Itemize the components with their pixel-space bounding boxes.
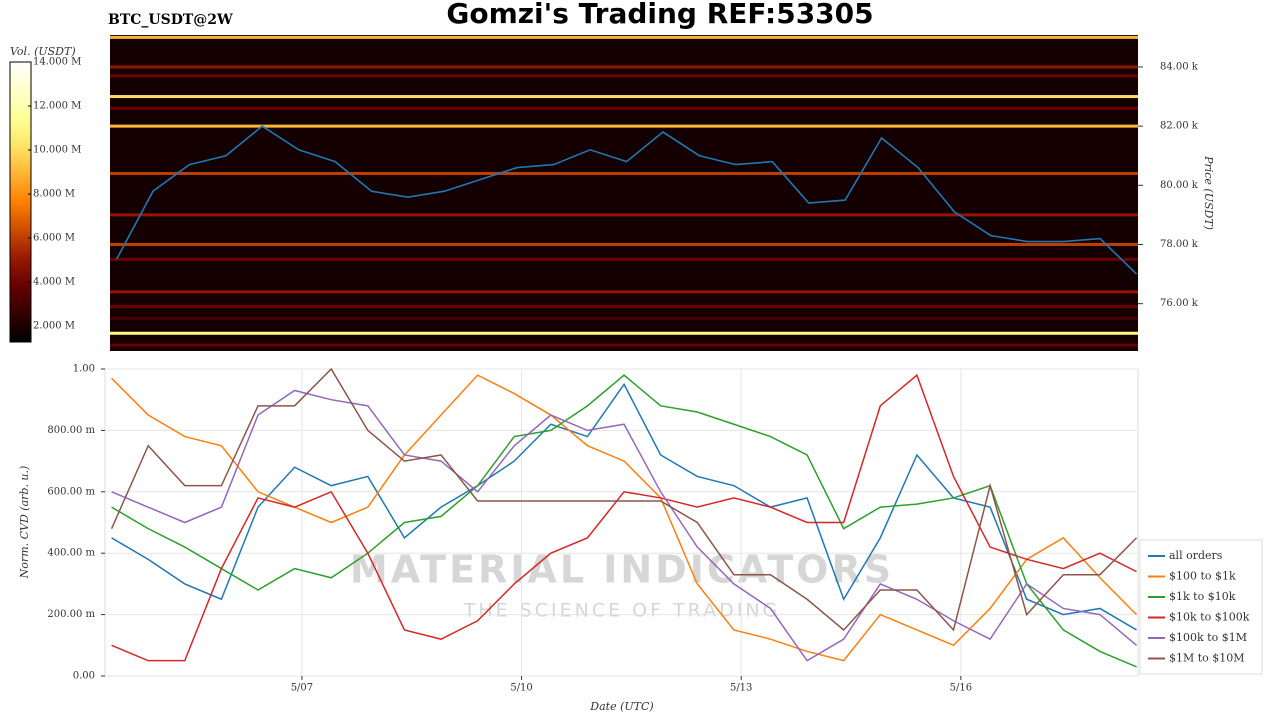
watermark: MATERIAL INDICATORS xyxy=(350,548,894,592)
y-tick-label: 800.00 m xyxy=(47,425,95,436)
heat-level xyxy=(110,290,1138,294)
legend-label: all orders xyxy=(1169,549,1223,562)
colorbar-label: Vol. (USDT) xyxy=(10,45,76,58)
cvd-line xyxy=(111,374,1137,668)
colorbar-tick-label: 14.000 M xyxy=(33,57,81,68)
heat-level xyxy=(110,106,1138,110)
colorbar-tick-label: 4.000 M xyxy=(33,277,75,288)
subtitle: BTC_USDT@2W xyxy=(108,12,233,28)
y-label: Norm. CVD (arb. u.) xyxy=(18,466,31,580)
colorbar xyxy=(9,61,32,343)
y2-label: Price (USDT) xyxy=(1202,155,1215,230)
heat-level xyxy=(110,95,1138,99)
watermark-sub: THE SCIENCE OF TRADING xyxy=(463,600,781,622)
price-line xyxy=(115,125,1138,275)
y-tick-label: 600.00 m xyxy=(47,486,95,497)
colorbar-tick-label: 10.000 M xyxy=(33,145,81,156)
heat-level xyxy=(110,331,1138,335)
cvd-line xyxy=(110,367,1138,632)
legend xyxy=(1139,539,1263,675)
cvd-line xyxy=(111,389,1138,662)
x-label: Date (UTC) xyxy=(589,700,653,713)
heat-level xyxy=(110,257,1138,261)
x-tick-label: 5/16 xyxy=(950,683,972,694)
title: Gomzi's Trading REF:53305 xyxy=(446,0,873,30)
legend-label: $1M to $10M xyxy=(1169,652,1245,665)
colorbar-tick-label: 8.000 M xyxy=(33,189,75,200)
heat-level xyxy=(110,343,1138,347)
heat-level xyxy=(110,124,1138,128)
cvd-line xyxy=(111,373,1137,662)
y2-tick-label: 82.00 k xyxy=(1160,121,1199,132)
y-tick-label: 1.00 xyxy=(73,364,95,375)
heat-level xyxy=(110,242,1138,246)
heat-level xyxy=(110,171,1138,175)
legend-label: $100 to $1k xyxy=(1169,570,1236,583)
y-tick-label: 200.00 m xyxy=(47,609,95,620)
cvd-line xyxy=(111,374,1138,662)
heat-level xyxy=(110,213,1138,217)
y2-tick-label: 78.00 k xyxy=(1160,239,1199,250)
legend-label: $1k to $10k xyxy=(1169,590,1236,603)
x-tick-label: 5/07 xyxy=(291,683,313,694)
colorbar-tick-label: 2.000 M xyxy=(33,321,75,332)
colorbar-tick-label: 12.000 M xyxy=(33,101,81,112)
heat-level xyxy=(110,316,1138,320)
legend-label: $10k to $100k xyxy=(1169,611,1250,624)
y-tick-label: 400.00 m xyxy=(47,548,95,559)
plot-area xyxy=(104,368,1139,677)
legend-label: $100k to $1M xyxy=(1169,631,1247,644)
heat-level xyxy=(110,35,1138,39)
y2-tick-label: 80.00 k xyxy=(1160,180,1199,191)
y2-tick-label: 84.00 k xyxy=(1160,61,1199,72)
y-tick-label: 0.00 xyxy=(73,671,95,682)
x-tick-label: 5/13 xyxy=(730,683,752,694)
colorbar-tick-label: 6.000 M xyxy=(33,233,75,244)
heatmap-bg xyxy=(110,35,1138,351)
heat-level xyxy=(110,74,1138,78)
heat-level xyxy=(110,305,1138,309)
heat-level xyxy=(110,65,1138,69)
x-tick-label: 5/10 xyxy=(510,683,532,694)
y2-tick-label: 76.00 k xyxy=(1160,298,1199,309)
